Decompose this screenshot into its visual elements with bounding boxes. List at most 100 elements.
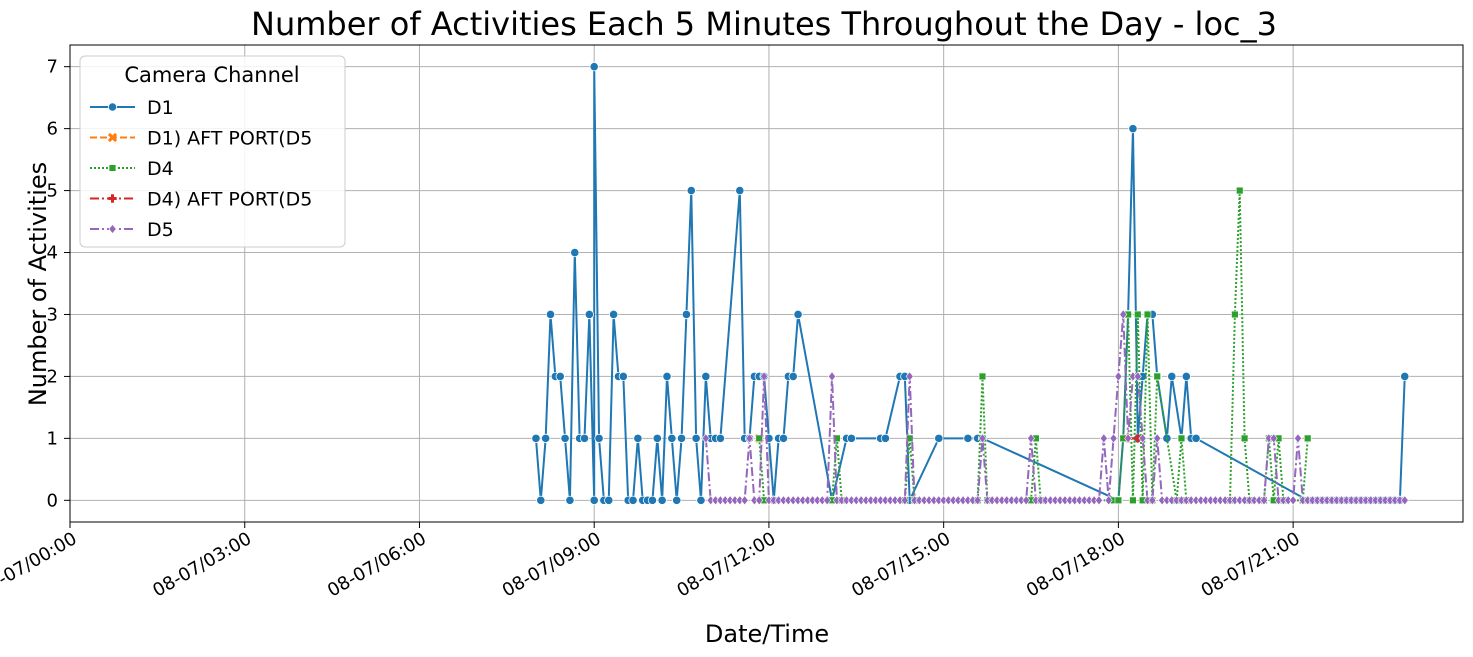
x-axis-title: Date/Time — [705, 620, 829, 648]
data-point — [823, 495, 832, 506]
data-point — [1303, 434, 1312, 443]
series-layer — [531, 62, 1410, 506]
data-point — [934, 433, 944, 443]
data-point — [978, 433, 987, 444]
x-axis-ticks: 08-07/00:00 08-07/03:00 08-07/06:00 08-07/0… — [0, 522, 1304, 601]
data-point — [1167, 371, 1177, 382]
data-point — [1104, 495, 1113, 506]
data-point — [662, 371, 672, 382]
x-tick-label: 08-07/09:00 — [499, 528, 605, 601]
legend-marker — [107, 132, 118, 143]
data-point — [565, 495, 575, 505]
data-point — [545, 309, 556, 320]
legend-label: D1) AFT PORT(D5 — [147, 128, 312, 150]
data-point — [541, 433, 551, 443]
data-point — [1177, 434, 1186, 443]
data-point — [1289, 495, 1298, 506]
data-point — [1293, 433, 1302, 444]
data-point — [531, 433, 541, 443]
data-point — [609, 309, 619, 320]
data-point — [755, 434, 763, 443]
data-point — [1236, 186, 1244, 195]
legend-box — [79, 55, 346, 248]
data-point — [978, 372, 987, 381]
legend-title: Camera Channel — [124, 63, 299, 87]
legend-marker — [107, 102, 118, 112]
y-tick-label: 7 — [47, 57, 58, 78]
data-point — [1119, 309, 1128, 320]
data-point — [618, 371, 628, 382]
data-point — [1027, 433, 1036, 444]
x-tick-label: 08-07/18:00 — [1023, 528, 1129, 601]
data-point — [604, 495, 614, 505]
data-point — [691, 433, 701, 443]
data-point — [788, 371, 798, 382]
data-point — [594, 433, 604, 443]
legend-marker — [108, 194, 117, 203]
data-point — [1134, 310, 1142, 319]
data-point — [1260, 495, 1268, 506]
data-point — [633, 433, 643, 443]
y-axis-ticks: 0 1 2 3 4 5 6 7 — [47, 57, 70, 511]
y-tick-label: 2 — [47, 366, 58, 387]
data-point — [560, 433, 570, 443]
data-point — [652, 433, 662, 443]
data-point — [793, 309, 803, 320]
plot-frame — [69, 44, 1464, 523]
data-point — [1094, 495, 1103, 506]
data-point — [1181, 371, 1191, 382]
legend-label: D1 — [147, 97, 174, 119]
legend-label: D5 — [147, 219, 174, 241]
legend: Camera Channel D1 D1) AFT PORT(D5 D4 D4) AF… — [79, 55, 346, 248]
data-point — [963, 433, 973, 443]
data-point — [696, 495, 706, 505]
x-tick-label: 08-07/06:00 — [324, 528, 430, 601]
data-point — [667, 433, 677, 443]
data-point — [681, 309, 692, 320]
data-point — [579, 433, 590, 443]
data-point — [647, 495, 658, 505]
legend-label: D4) AFT PORT(D5 — [147, 189, 312, 211]
legend-marker — [108, 223, 117, 235]
data-point — [1143, 310, 1152, 319]
y-tick-label: 3 — [47, 304, 58, 325]
data-point — [1148, 495, 1157, 506]
data-point — [1022, 495, 1031, 506]
data-point — [589, 495, 599, 505]
x-tick-label: 08-07/15:00 — [848, 528, 954, 601]
data-point — [570, 247, 580, 258]
data-point — [701, 433, 710, 444]
data-point — [735, 185, 745, 196]
data-point — [1124, 433, 1133, 444]
data-point — [1128, 124, 1138, 134]
data-point — [628, 495, 638, 505]
x-tick-label: 08-07/21:00 — [1198, 528, 1304, 601]
data-point — [1114, 371, 1123, 382]
data-point — [589, 62, 599, 72]
data-point — [536, 495, 546, 505]
data-point — [1231, 310, 1239, 319]
y-tick-label: 1 — [47, 428, 58, 449]
data-point — [1153, 372, 1161, 381]
x-tick-label: 08-07/00:00 — [0, 528, 81, 601]
y-tick-label: 0 — [47, 490, 58, 511]
data-point — [880, 433, 891, 443]
y-tick-label: 5 — [47, 181, 58, 202]
data-point — [900, 495, 909, 506]
data-point — [715, 433, 725, 443]
data-point — [1099, 433, 1108, 444]
data-point — [828, 371, 837, 382]
data-point — [1400, 371, 1410, 382]
y-tick-label: 6 — [47, 119, 58, 140]
y-tick-label: 4 — [47, 243, 58, 264]
data-point — [1400, 495, 1409, 506]
data-point — [973, 495, 982, 506]
data-point — [1191, 433, 1201, 443]
data-point — [778, 433, 789, 443]
legend-marker — [108, 164, 117, 172]
series-d5 — [701, 309, 1409, 506]
data-point — [686, 185, 696, 196]
data-point — [740, 495, 749, 506]
data-point — [1114, 496, 1123, 505]
